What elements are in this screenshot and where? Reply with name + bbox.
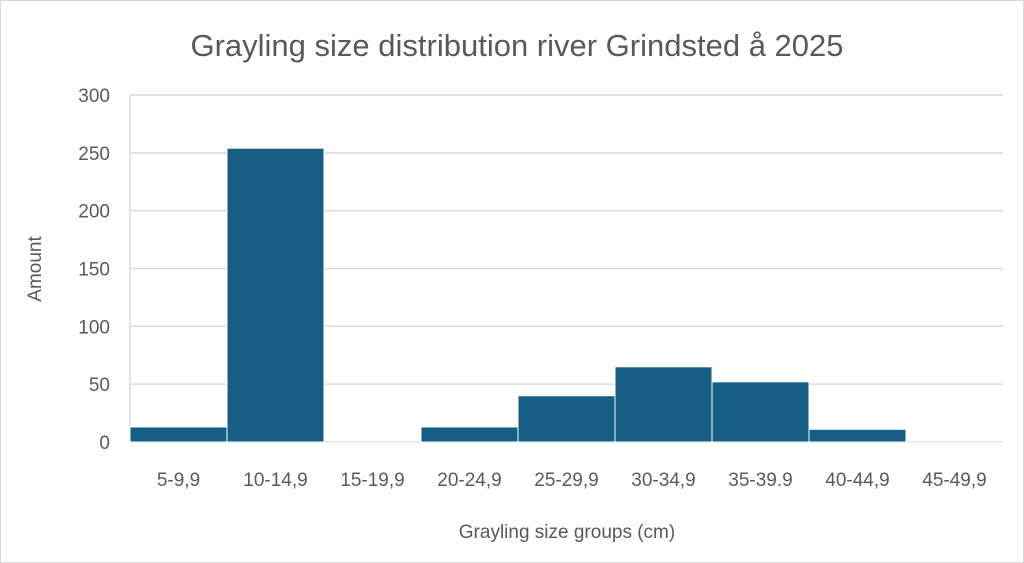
bar-45-49,9 [905,440,1004,443]
bar-5-9,9 [129,426,228,443]
x-axis-label: Grayling size groups (cm) [459,522,675,543]
x-tick-label: 20-24,9 [437,470,501,491]
bar-15-19,9 [323,440,422,443]
bar-10-14,9 [226,147,325,443]
bar-25-29,9 [517,395,616,443]
y-tick-label: 0 [99,433,110,454]
x-tick-label: 15-19,9 [340,470,404,491]
bar-30-34,9 [614,366,713,443]
y-tick-label: 300 [78,86,110,107]
x-tick-label: 35-39.9 [728,470,792,491]
x-tick-label: 30-34,9 [631,470,695,491]
y-tick-label: 100 [78,317,110,338]
bar-40-44,9 [808,428,907,443]
x-tick-label: 5-9,9 [157,470,200,491]
x-tick-label: 45-49,9 [922,470,986,491]
x-tick-label: 40-44,9 [825,470,889,491]
y-tick-label: 200 [78,202,110,223]
x-tick-label: 25-29,9 [534,470,598,491]
y-tick-label: 50 [89,375,110,396]
bar-35-39.9 [711,381,810,443]
y-axis-label: Amount [25,236,46,302]
y-tick-label: 150 [78,260,110,281]
y-tick-label: 250 [78,144,110,165]
chart-title: Grayling size distribution river Grindst… [190,28,843,63]
x-tick-label: 10-14,9 [243,470,307,491]
bar-20-24,9 [420,426,519,443]
